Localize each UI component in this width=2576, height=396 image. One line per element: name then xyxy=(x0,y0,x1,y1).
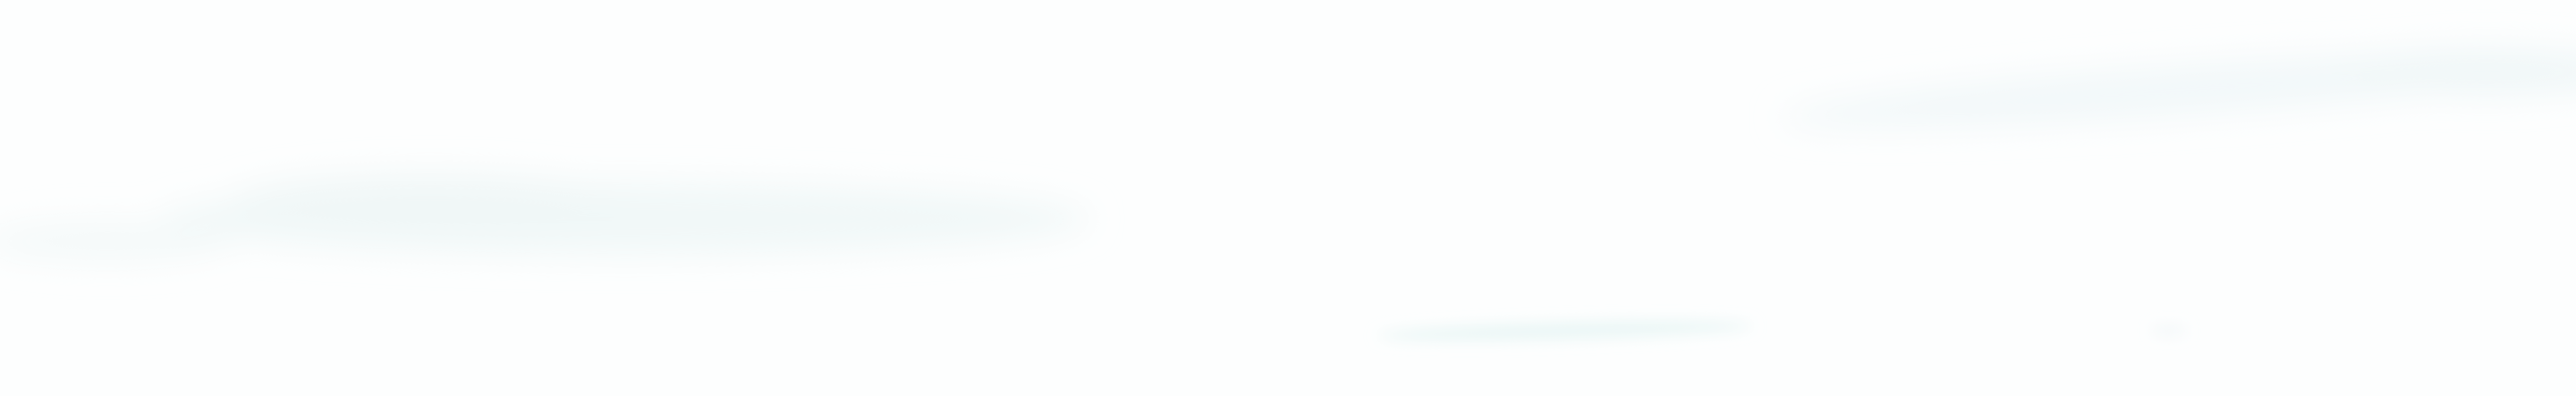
cloud-streak xyxy=(1377,321,1753,341)
cloud-streak xyxy=(0,222,233,261)
cloud-left xyxy=(0,174,1091,261)
cloud-streak xyxy=(2343,48,2576,95)
cloud-bottom xyxy=(1377,321,2187,341)
cloud-streak xyxy=(2151,327,2187,334)
cloud-streak xyxy=(233,174,626,228)
cloud-right xyxy=(1781,48,2576,128)
